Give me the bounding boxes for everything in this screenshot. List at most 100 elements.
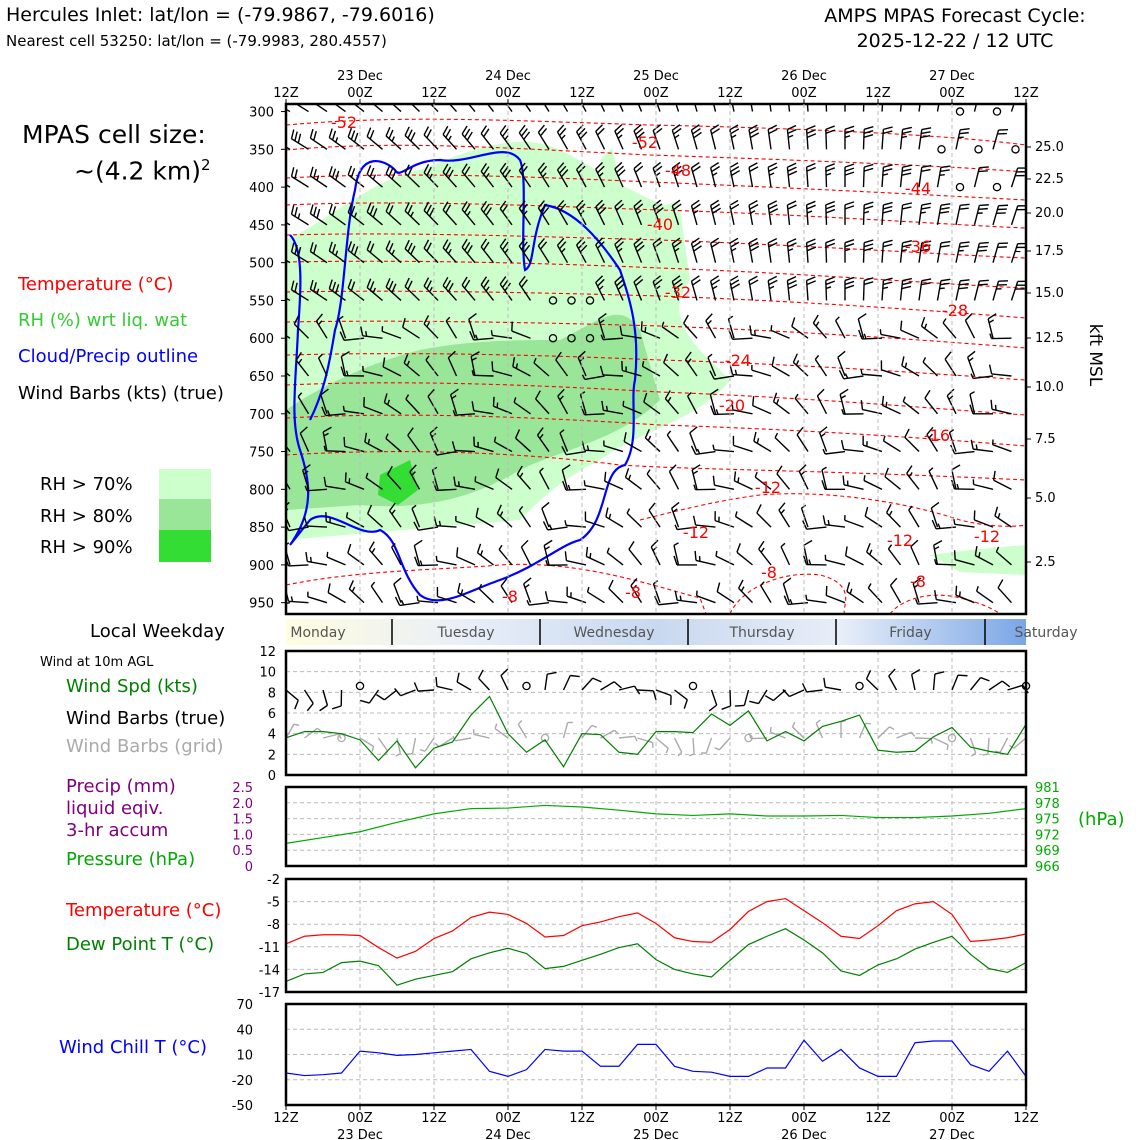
wind-barb-flag [652, 275, 662, 283]
wind-barb-shaft [951, 469, 957, 490]
wind-barb-flag [934, 590, 937, 600]
wind-barb-flag [883, 201, 893, 206]
wind-barb-shaft [524, 104, 532, 112]
temperature-contour [286, 563, 707, 614]
wind-barb-shaft [547, 599, 568, 604]
wind-barb-flag [796, 426, 804, 436]
wind-barb-shaft [969, 737, 977, 754]
wind-barb-flag [792, 353, 798, 363]
wind-barb-flag [636, 131, 645, 139]
forecast-cycle-title: AMPS MPAS Forecast Cycle: 2025-12-22 / 1… [770, 4, 1140, 54]
top-time-tick: 12Z [273, 86, 299, 101]
wind-barb-flag [819, 426, 828, 434]
wind-barb-shaft [955, 242, 961, 263]
wind-barb-half-flag [303, 470, 309, 475]
wind-barb-flag [592, 677, 602, 683]
wind-barb-flag [769, 208, 779, 214]
wind-barb-shaft [606, 552, 624, 566]
wind-barb-flag [313, 206, 317, 217]
wind-barb-shaft [400, 689, 416, 697]
wind-barb-half-flag [416, 595, 419, 602]
wind-barb-half-flag [628, 474, 632, 480]
wind-barb-shaft [752, 405, 772, 415]
wind-barb-flag [276, 283, 278, 292]
wind-barb-flag [692, 203, 701, 211]
top-date-label: 25 Dec [633, 69, 679, 84]
wind-barb-flag [902, 168, 912, 172]
wind-barb-shaft [303, 689, 314, 704]
wind-barb-shaft [757, 689, 768, 704]
wind-spd-tick: 8 [268, 686, 276, 701]
wind-barb-flag [837, 350, 846, 358]
wind-barb-shaft [618, 735, 635, 739]
wind-barb-half-flag [589, 552, 592, 559]
wind-barb-shaft [584, 484, 605, 491]
wind-barb-flag [347, 241, 353, 251]
wind-barb-flag [388, 502, 396, 512]
hpa-tick-label: 600 [249, 332, 274, 347]
wind-barb-flag [309, 166, 314, 177]
wind-barb-flag [992, 470, 996, 481]
wind-barb-half-flag [734, 369, 738, 376]
wind-barb-flag [388, 242, 394, 253]
wind-barb-shaft [992, 129, 1000, 150]
wind-barb-flag [276, 208, 278, 217]
wind-barb-flag [394, 596, 401, 606]
wind-barb-flag [539, 128, 548, 137]
wind-barb-half-flag [815, 321, 820, 327]
wind-barb-half-flag [636, 209, 642, 215]
wind-barb-flag [423, 126, 430, 136]
legend-rh90-label: RH > 90% [40, 537, 133, 558]
wind-barb-flag [710, 275, 720, 282]
wind-barb-flag [978, 283, 988, 286]
wind-barb-flag [635, 127, 644, 136]
wind-barb-shaft [918, 129, 923, 150]
wind-barb-flag [691, 199, 700, 207]
wind-barb-half-flag [707, 353, 713, 359]
kft-tick-label: 25.0 [1035, 140, 1064, 155]
wind-barb-flag [461, 125, 468, 135]
wind-barb-half-flag [794, 393, 799, 399]
weekday-label-tuesday: Tuesday [437, 625, 495, 641]
wind-barb-shaft [565, 488, 587, 491]
wind-barb-flag [709, 388, 719, 396]
wind-barb-half-flag [351, 586, 356, 593]
wind-barb-shaft [899, 204, 904, 225]
wind-barb-flag [323, 476, 327, 487]
wind-barb-flag [778, 502, 786, 511]
temperature-contour-label: -44 [905, 179, 931, 198]
wind-barb-shaft [825, 559, 846, 566]
wind-barb-flag [520, 203, 528, 213]
wind-barb-flag [299, 426, 308, 434]
wind-barb-flag [845, 93, 854, 96]
wind-barb-shaft [286, 371, 291, 377]
wind-barb-flag [654, 165, 663, 173]
wind-barb-flag [616, 165, 624, 174]
wind-barb-shaft [467, 104, 476, 113]
wind-barb-shaft [340, 356, 347, 377]
wind-barb-shaft [973, 243, 981, 263]
wind-barb-shaft [359, 737, 374, 748]
wind-barb-flag [712, 475, 716, 486]
wind-barb-flag [729, 162, 739, 169]
wind-barb-flag [369, 167, 375, 178]
bottom-time-tick: 00Z [643, 1111, 669, 1126]
bottom-date-label: 23 Dec [337, 1128, 383, 1140]
wind-barb-flag [579, 131, 588, 140]
kft-tick-label: 2.5 [1035, 555, 1056, 570]
wind-barb-shaft [904, 436, 920, 453]
nearest-cell-subtitle: Nearest cell 53250: lat/lon = (-79.9983,… [6, 32, 387, 50]
wind-barb-shaft [322, 689, 329, 706]
precip-label-1: Precip (mm) [66, 776, 176, 797]
wind-barb-shaft [861, 337, 883, 340]
wind-barb-shaft [304, 727, 318, 739]
wind-barb-flag [635, 278, 644, 287]
wind-barb-flag [730, 203, 740, 210]
calm-circle [955, 182, 965, 192]
wind-barb-half-flag [844, 248, 851, 252]
wind-barb-flag [671, 501, 680, 509]
wind-barb-flag [347, 203, 353, 213]
wind-barb-shaft [906, 473, 920, 490]
